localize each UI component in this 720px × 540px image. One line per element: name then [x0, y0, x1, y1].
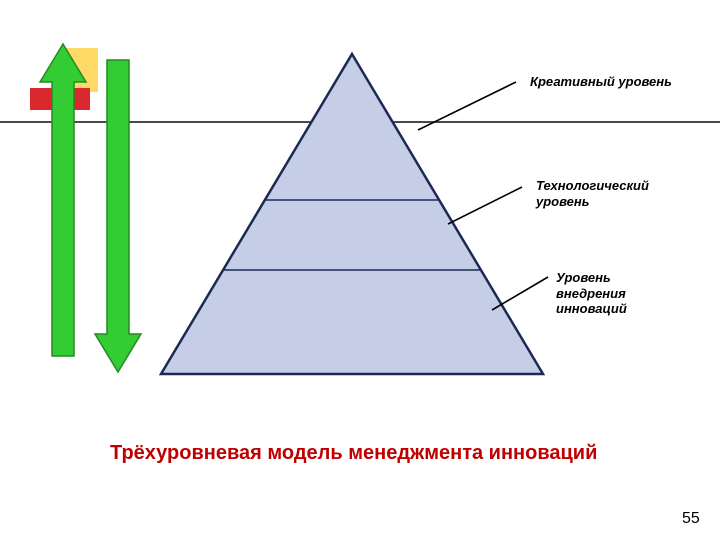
label-lvl3: Уровень внедрения инноваций	[556, 270, 627, 317]
slide-caption: Трёхуровневая модель менеджмента инновац…	[110, 442, 597, 465]
label-lvl2: Технологический уровень	[536, 178, 649, 209]
page-number: 55	[682, 510, 700, 528]
slide-stage: Креативный уровень Технологический урове…	[0, 0, 720, 540]
label-lvl1: Креативный уровень	[530, 74, 672, 90]
